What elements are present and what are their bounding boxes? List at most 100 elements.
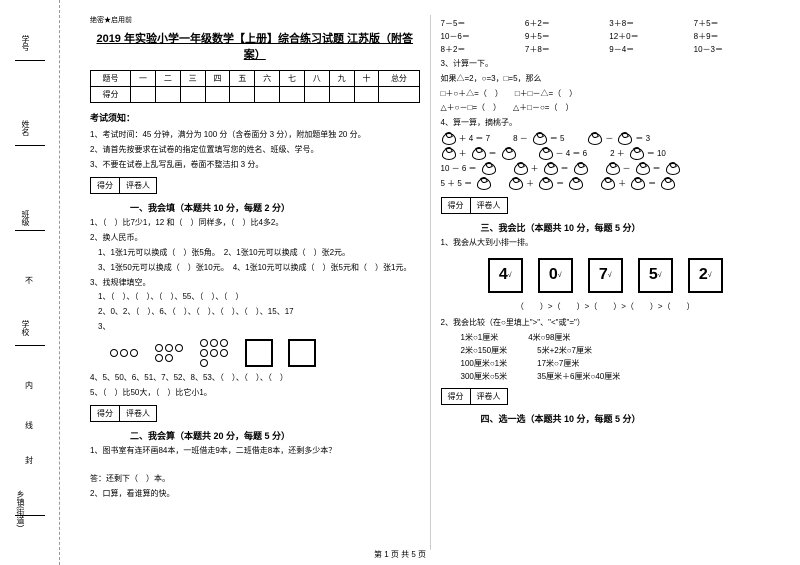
peach-equation: 10 － 6 ＝ ＋＝ －＝ [441, 163, 771, 175]
empty-square [245, 339, 273, 367]
math-item: 7＋5＝ [694, 18, 770, 29]
line [15, 230, 45, 231]
peach-icon [476, 178, 490, 190]
mark: 内 [25, 380, 33, 391]
empty-square [288, 339, 316, 367]
peach-icon [441, 148, 455, 160]
peach-icon [629, 148, 643, 160]
line [15, 145, 45, 146]
compare-item: 17米○7厘米 [537, 358, 579, 369]
score-label: 得分 [442, 389, 471, 404]
compare-item: 2米○150厘米 [461, 345, 508, 356]
grader-label: 评卷人 [471, 198, 507, 213]
confidential-mark: 绝密★启用前 [90, 15, 420, 25]
math-item: 7＋8＝ [525, 44, 601, 55]
label-township: 乡镇(街道) [15, 490, 26, 527]
main-content: 绝密★启用前 2019 年实验小学一年级数学【上册】综合练习试题 江苏版（附答案… [60, 0, 800, 565]
exam-title: 2019 年实验小学一年级数学【上册】综合练习试题 江苏版（附答案） [90, 30, 420, 62]
math-item: 3＋8＝ [609, 18, 685, 29]
section-3-title: 三、我会比（本题共 10 分，每题 5 分） [481, 221, 771, 234]
binding-sidebar: 学号 姓名 班级 不 学校 内 线 封 乡镇(街道) [0, 0, 60, 565]
peach-icon [538, 148, 552, 160]
question: 1、我会从大到小排一排。 [441, 237, 771, 250]
question: 如果△=2，○=3，□=5，那么 [441, 73, 771, 86]
instruction-item: 1、考试时间：45 分钟，满分为 100 分（含卷面分 3 分），附加题单独 2… [90, 129, 420, 142]
num-box: 4√ [488, 258, 523, 293]
score-label: 得分 [442, 198, 471, 213]
peach-icon [471, 148, 485, 160]
question: 3、计算一下。 [441, 58, 771, 71]
peach-icon [538, 178, 552, 190]
math-item: 8＋9＝ [694, 31, 770, 42]
rating-box: 得分 评卷人 [90, 405, 157, 422]
peach-icon [481, 163, 495, 175]
math-item: 10－6＝ [441, 31, 517, 42]
math-item: 10－3＝ [694, 44, 770, 55]
peach-equation: ＋ 4 ＝ 7 8 －＝ 5 －＝ 3 [441, 133, 771, 145]
peach-icon [513, 163, 527, 175]
rating-box: 得分 评卷人 [90, 177, 157, 194]
grader-label: 评卷人 [120, 178, 156, 193]
score-table: 题号一二三四五六七八九十总分 得分 [90, 70, 420, 103]
compare-item: 4米○98厘米 [528, 332, 570, 343]
section-2-title: 二、我会算（本题共 20 分，每题 5 分） [130, 429, 420, 442]
peach-icon [441, 133, 455, 145]
peach-equation: 5 ＋ 5 ＝ ＋＝ ＋＝ [441, 178, 771, 190]
question: 1、1张1元可以换成（ ）张5角。 2、1张10元可以换成（ ）张2元。 [90, 247, 420, 260]
compare-item: 300厘米○5米 [461, 371, 508, 382]
right-column: 7－5＝ 6＋2＝ 3＋8＝ 7＋5＝ 10－6＝ 9＋5＝ 12＋0＝ 8＋9… [431, 15, 781, 550]
question: 1、（ ）、（ ）、（ ）、55、（ ）、（ ） [90, 291, 420, 304]
section-1-title: 一、我会填（本题共 10 分，每题 2 分） [130, 201, 420, 214]
question: 2、口算，看谁算的快。 [90, 488, 420, 501]
score-label: 得分 [91, 406, 120, 421]
line [15, 345, 45, 346]
peach-icon [508, 178, 522, 190]
instruction-item: 2、请首先按要求在试卷的指定位置填写您的姓名、班级、学号。 [90, 144, 420, 157]
peach-icon [665, 163, 679, 175]
left-column: 绝密★启用前 2019 年实验小学一年级数学【上册】综合练习试题 江苏版（附答案… [80, 15, 431, 550]
label-class: 班级 [20, 210, 31, 226]
label-school: 学校 [20, 320, 31, 336]
num-box: 2√ [688, 258, 723, 293]
question: 1、（ ）比7少1，12 和（ ）同样多，（ ）比4多2。 [90, 217, 420, 230]
compare-item: 35厘米＋6厘米○40厘米 [537, 371, 620, 382]
num-box: 5√ [638, 258, 673, 293]
peach-icon [630, 178, 644, 190]
compare-item: 100厘米○1米 [461, 358, 508, 369]
question: 2、0、2、（ ）、6、（ ）、（ ）、（ ）、（ ）、15、17 [90, 306, 420, 319]
peach-equation: ＋＝ － 4 ＝ 6 2 ＋＝ 10 [441, 148, 771, 160]
question: △＋○－□=（ ） △＋□－○=（ ） [441, 102, 771, 115]
question: 3、 [90, 321, 420, 334]
comparison-blanks: （ ）>（ ）>（ ）>（ ）>（ ） [441, 301, 771, 312]
instructions-title: 考试须知： [90, 111, 420, 124]
question: 2、换人民币。 [90, 232, 420, 245]
math-item: 12＋0＝ [609, 31, 685, 42]
math-item: 7－5＝ [441, 18, 517, 29]
peach-icon [617, 133, 631, 145]
mark: 封 [25, 455, 33, 466]
score-label: 得分 [91, 178, 120, 193]
question: 4、5、50、6、51、7、52、8、53、（ ）、（ ）、（ ） [90, 372, 420, 385]
math-item: 9＋5＝ [525, 31, 601, 42]
grader-label: 评卷人 [120, 406, 156, 421]
question: 3、1张50元可以换成（ ）张10元。 4、1张10元可以换成（ ）张5元和（ … [90, 262, 420, 275]
mark: 不 [25, 275, 33, 286]
compare-item: 5米+2米○7厘米 [537, 345, 592, 356]
question: 3、找规律填空。 [90, 277, 420, 290]
number-boxes: 4√ 0√ 7√ 5√ 2√ [441, 258, 771, 293]
peach-icon [660, 178, 674, 190]
instruction-item: 3、不要在试卷上乱写乱画，卷面不整洁扣 3 分。 [90, 159, 420, 172]
label-name: 姓名 [20, 120, 31, 136]
compare-item: 1米○1厘米 [461, 332, 499, 343]
peach-icon [605, 163, 619, 175]
peach-icon [532, 133, 546, 145]
grader-label: 评卷人 [471, 389, 507, 404]
section-4-title: 四、选一选（本题共 10 分，每题 5 分） [481, 412, 771, 425]
question: 1、图书室有连环画84本，一班借走9本，二班借走8本，还剩多少本？ [90, 445, 420, 458]
line [15, 515, 45, 516]
label-student-id: 学号 [20, 35, 31, 51]
math-item: 9－4＝ [609, 44, 685, 55]
peach-icon [600, 178, 614, 190]
rating-box: 得分 评卷人 [441, 388, 508, 405]
question: □＋○＋△=（ ） □＋□－△=（ ） [441, 88, 771, 101]
